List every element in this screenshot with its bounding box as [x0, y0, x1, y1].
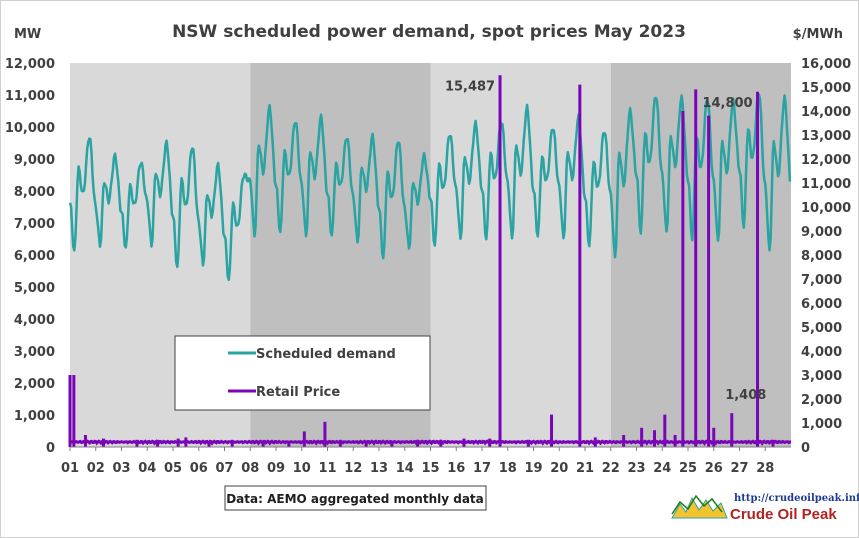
x-tick-label: 02 [87, 461, 105, 476]
left-axis-label: MW [14, 27, 41, 42]
right-tick-label: 4,000 [801, 345, 842, 360]
logo-trend-line [671, 494, 723, 515]
x-tick-label: 23 [627, 461, 645, 476]
right-axis-ticks: 0 1,000 2,000 3,000 4,000 5,000 6,000 7,000 8,00… [801, 57, 851, 456]
legend: Scheduled demand Retail Price [174, 335, 431, 411]
right-tick-label: 7,000 [801, 273, 842, 288]
right-tick-label: 3,000 [801, 369, 842, 384]
left-tick-label: 5,000 [14, 281, 55, 296]
demand-series [68, 93, 792, 282]
price-series [68, 75, 791, 447]
x-tick-label: 13 [370, 461, 388, 476]
x-tick-label: 08 [241, 461, 259, 476]
x-tick-label: 04 [138, 461, 156, 476]
right-tick-label: 10,000 [801, 201, 851, 216]
source-note-box [224, 485, 487, 511]
x-tick-label: 01 [61, 461, 79, 476]
x-tick-label: 26 [705, 461, 723, 476]
right-tick-label: 16,000 [801, 57, 851, 72]
chart-title: NSW scheduled power demand, spot prices … [172, 22, 686, 42]
x-tick-label: 27 [730, 461, 748, 476]
x-tick-label: 20 [550, 461, 568, 476]
left-tick-label: 6,000 [14, 249, 55, 264]
branding-url[interactable]: http://crudeoilpeak.info [734, 493, 859, 504]
price-baseline [69, 439, 791, 447]
legend-box [174, 335, 431, 411]
x-tick-label: 17 [473, 461, 491, 476]
x-tick-label: 15 [421, 461, 439, 476]
x-tick-label: 16 [447, 461, 465, 476]
x-tick-label: 07 [215, 461, 233, 476]
right-tick-label: 12,000 [801, 153, 851, 168]
x-tick-label: 05 [164, 461, 182, 476]
left-tick-label: 8,000 [14, 185, 55, 200]
left-axis-ticks: 0 1,000 2,000 3,000 4,000 5,000 6,000 7,000 8,00… [5, 57, 55, 456]
legend-price-label: Retail Price [256, 385, 340, 400]
x-tick-label: 22 [602, 461, 620, 476]
x-tick-label: 06 [190, 461, 208, 476]
annotation-label: 14,800 [702, 96, 752, 111]
x-tick-label: 11 [318, 461, 336, 476]
x-tick-label: 12 [344, 461, 362, 476]
branding-logo: http://crudeoilpeak.info Crude Oil Peak [671, 493, 859, 523]
right-tick-label: 6,000 [801, 297, 842, 312]
source-note: Data: AEMO aggregated monthly data [224, 485, 487, 511]
annotation-label: 15,487 [445, 79, 495, 94]
right-tick-label: 9,000 [801, 225, 842, 240]
branding-name: Crude Oil Peak [730, 506, 837, 523]
left-tick-label: 4,000 [14, 313, 55, 328]
x-tick-label: 14 [396, 461, 414, 476]
right-tick-label: 0 [801, 441, 810, 456]
x-tick-label: 10 [293, 461, 311, 476]
x-tick-label: 21 [576, 461, 594, 476]
right-tick-label: 14,000 [801, 105, 851, 120]
right-tick-label: 1,000 [801, 417, 842, 432]
x-axis-ticks: 01 02 03 04 05 06 07 08 09 10 11 12 13 14 15 16 17 18 19 20… [61, 447, 774, 476]
legend-demand-label: Scheduled demand [256, 347, 396, 362]
x-tick-label: 28 [756, 461, 774, 476]
left-tick-label: 10,000 [5, 121, 55, 136]
x-tick-label: 03 [112, 461, 130, 476]
annotations: 15,487 14,800 1,408 [445, 79, 766, 403]
annotation-label: 1,408 [725, 388, 766, 403]
demand-line [68, 93, 792, 282]
right-tick-label: 8,000 [801, 249, 842, 264]
left-tick-label: 11,000 [5, 89, 55, 104]
left-tick-label: 0 [46, 441, 55, 456]
right-axis-label: $/MWh [793, 27, 843, 42]
left-tick-label: 12,000 [5, 57, 55, 72]
source-note-text: Data: AEMO aggregated monthly data [226, 492, 484, 506]
left-tick-label: 7,000 [14, 217, 55, 232]
x-tick-label: 25 [679, 461, 697, 476]
right-tick-label: 13,000 [801, 129, 851, 144]
x-tick-label: 09 [267, 461, 285, 476]
x-tick-label: 24 [653, 461, 671, 476]
right-tick-label: 5,000 [801, 321, 842, 336]
left-tick-label: 1,000 [14, 409, 55, 424]
right-tick-label: 15,000 [801, 81, 851, 96]
right-tick-label: 11,000 [801, 177, 851, 192]
left-tick-label: 3,000 [14, 345, 55, 360]
week-band-3 [430, 63, 611, 447]
left-tick-label: 9,000 [14, 153, 55, 168]
x-tick-label: 19 [524, 461, 542, 476]
right-tick-label: 2,000 [801, 393, 842, 408]
left-tick-label: 2,000 [14, 377, 55, 392]
x-tick-label: 18 [499, 461, 517, 476]
